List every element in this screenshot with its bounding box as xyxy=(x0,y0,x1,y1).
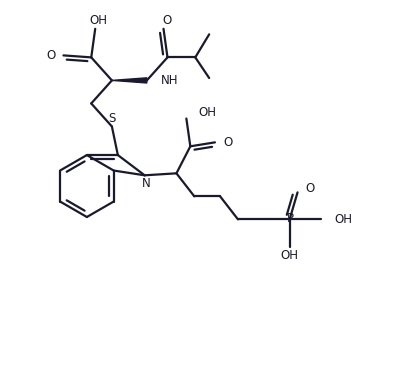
Text: OH: OH xyxy=(281,249,299,263)
Text: P: P xyxy=(287,212,294,225)
Text: OH: OH xyxy=(198,106,216,119)
Text: N: N xyxy=(142,177,151,190)
Text: OH: OH xyxy=(89,14,108,27)
Text: OH: OH xyxy=(335,213,353,226)
Text: S: S xyxy=(108,112,116,125)
Text: NH: NH xyxy=(161,74,178,87)
Text: O: O xyxy=(305,182,315,195)
Text: O: O xyxy=(223,136,232,149)
Text: O: O xyxy=(46,49,56,62)
Polygon shape xyxy=(112,78,147,83)
Text: O: O xyxy=(162,14,171,27)
